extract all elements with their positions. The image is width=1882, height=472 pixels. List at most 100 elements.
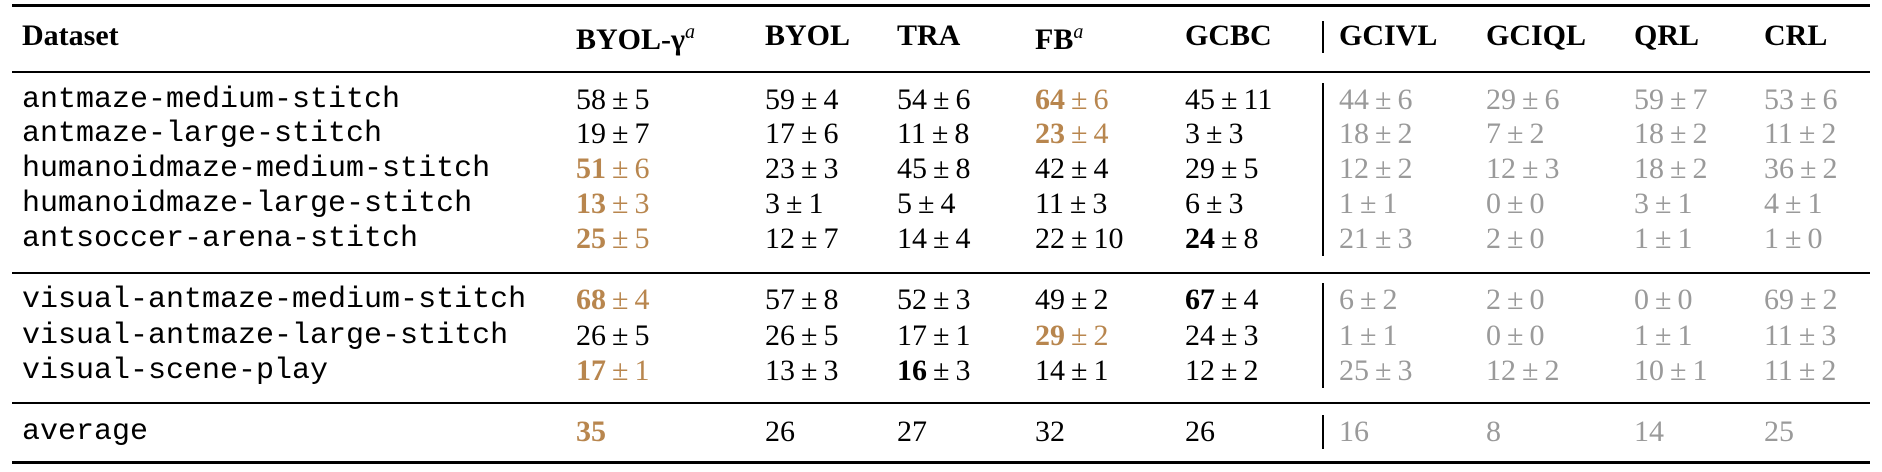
dataset-name: antmaze-medium-stitch <box>22 83 401 117</box>
score-cell: 53 ±6 <box>1764 83 1837 117</box>
plus-minus: ± <box>612 152 629 185</box>
score-mean: 12 <box>1486 354 1516 387</box>
plus-minus: ± <box>933 222 950 255</box>
plus-minus: ± <box>933 319 950 352</box>
score-std: 3 <box>955 354 971 387</box>
score-mean: 26 <box>765 415 795 448</box>
dataset-name: visual-antmaze-large-stitch <box>22 319 509 353</box>
column-header: GCBC <box>1185 19 1272 53</box>
score-cell: 58 ±5 <box>576 83 649 117</box>
plus-minus: ± <box>1360 283 1377 316</box>
score-std: 3 <box>1397 354 1413 387</box>
score-std: 7 <box>823 222 839 255</box>
rule <box>12 461 1870 464</box>
plus-minus: ± <box>801 152 818 185</box>
plus-minus: ± <box>1800 152 1817 185</box>
score-mean: 11 <box>1764 117 1793 150</box>
score-std: 1 <box>1677 222 1693 255</box>
plus-minus: ± <box>1785 187 1802 220</box>
score-mean: 26 <box>576 319 606 352</box>
score-cell: 6 ±3 <box>1185 187 1243 221</box>
score-mean: 14 <box>1035 354 1065 387</box>
score-std: 4 <box>1093 117 1109 150</box>
score-std: 2 <box>1821 117 1837 150</box>
score-std: 7 <box>634 117 650 150</box>
score-mean: 25 <box>1339 354 1369 387</box>
score-mean: 42 <box>1035 152 1065 185</box>
plus-minus: ± <box>1522 354 1539 387</box>
score-cell: 27 <box>897 415 927 449</box>
column-header: GCIQL <box>1486 19 1586 53</box>
score-mean: 44 <box>1339 83 1369 116</box>
plus-minus: ± <box>1221 319 1238 352</box>
rule <box>12 402 1870 404</box>
score-cell: 0 ±0 <box>1486 187 1544 221</box>
score-cell: 4 ±1 <box>1764 187 1822 221</box>
score-std: 2 <box>1692 117 1708 150</box>
score-cell: 12 ±3 <box>1486 152 1559 186</box>
score-cell: 67 ±4 <box>1185 283 1258 317</box>
plus-minus: ± <box>1670 354 1687 387</box>
score-cell: 1 ±1 <box>1339 319 1397 353</box>
score-cell: 24 ±8 <box>1185 222 1258 256</box>
score-std: 2 <box>1243 354 1259 387</box>
plus-minus: ± <box>1206 187 1223 220</box>
score-mean: 3 <box>765 187 780 220</box>
score-mean: 32 <box>1035 415 1065 448</box>
score-std: 8 <box>954 117 970 150</box>
score-std: 0 <box>1529 283 1545 316</box>
dataset-name: antmaze-large-stitch <box>22 117 383 151</box>
score-std: 3 <box>823 354 839 387</box>
score-mean: 25 <box>576 222 606 255</box>
score-cell: 13 ±3 <box>576 187 649 221</box>
score-cell: 26 <box>765 415 795 449</box>
score-mean: 11 <box>1764 354 1793 387</box>
score-mean: 29 <box>1185 152 1215 185</box>
score-std: 2 <box>1529 117 1545 150</box>
plus-minus: ± <box>1071 283 1088 316</box>
score-mean: 57 <box>765 283 795 316</box>
score-cell: 0 ±0 <box>1486 319 1544 353</box>
score-mean: 14 <box>1634 415 1664 448</box>
score-cell: 51 ±6 <box>576 152 649 186</box>
score-cell: 11 ±2 <box>1764 354 1836 388</box>
plus-minus: ± <box>1670 117 1687 150</box>
score-cell: 59 ±4 <box>765 83 838 117</box>
score-cell: 36 ±2 <box>1764 152 1837 186</box>
score-cell: 64 ±6 <box>1035 83 1108 117</box>
score-cell: 7 ±2 <box>1486 117 1544 151</box>
score-std: 1 <box>1692 354 1708 387</box>
plus-minus: ± <box>1221 283 1238 316</box>
score-mean: 51 <box>576 152 606 185</box>
score-std: 2 <box>1821 354 1837 387</box>
score-mean: 11 <box>1764 319 1793 352</box>
score-mean: 14 <box>897 222 927 255</box>
plus-minus: ± <box>1507 319 1524 352</box>
plus-minus: ± <box>1206 117 1223 150</box>
plus-minus: ± <box>1071 222 1088 255</box>
score-cell: 6 ±2 <box>1339 283 1397 317</box>
score-cell: 1 ±1 <box>1339 187 1397 221</box>
score-std: 5 <box>634 83 650 116</box>
plus-minus: ± <box>1507 187 1524 220</box>
score-mean: 53 <box>1764 83 1794 116</box>
score-mean: 68 <box>576 283 606 316</box>
score-std: 3 <box>1228 117 1244 150</box>
dataset-name: antsoccer-arena-stitch <box>22 222 419 256</box>
score-cell: 11 ±3 <box>1035 187 1107 221</box>
plus-minus: ± <box>931 117 949 150</box>
score-mean: 8 <box>1486 415 1501 448</box>
score-cell: 25 ±5 <box>576 222 649 256</box>
plus-minus: ± <box>801 354 818 387</box>
header-text: BYOL <box>765 19 851 52</box>
score-std: 6 <box>1093 83 1109 116</box>
score-std: 0 <box>1807 222 1823 255</box>
plus-minus: ± <box>612 283 629 316</box>
score-cell: 1 ±1 <box>1634 319 1692 353</box>
score-cell: 10 ±1 <box>1634 354 1707 388</box>
column-header: TRA <box>897 19 960 53</box>
score-cell: 14 ±4 <box>897 222 970 256</box>
score-std: 5 <box>1243 152 1259 185</box>
score-cell: 68 ±4 <box>576 283 649 317</box>
